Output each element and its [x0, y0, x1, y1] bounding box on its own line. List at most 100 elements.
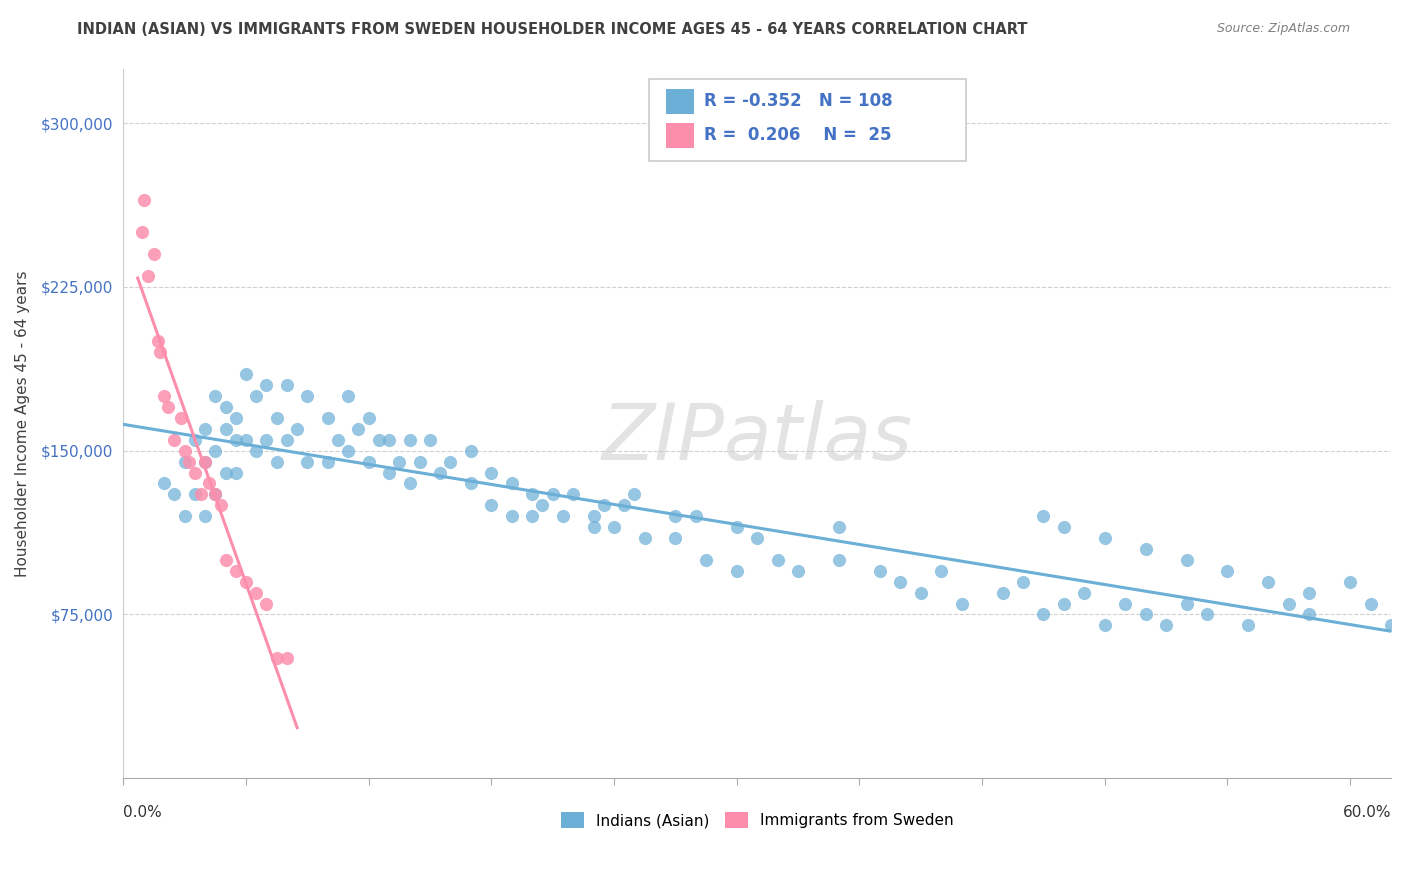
Point	[225, 564, 247, 578]
Point	[225, 466, 247, 480]
Point	[163, 487, 186, 501]
Point	[276, 378, 298, 392]
Y-axis label: Householder Income Ages 45 - 64 years: Householder Income Ages 45 - 64 years	[15, 270, 30, 576]
Point	[297, 389, 319, 403]
Point	[214, 400, 236, 414]
Point	[551, 509, 574, 524]
Point	[266, 454, 288, 468]
Point	[132, 193, 155, 207]
Point	[194, 454, 217, 468]
Point	[613, 498, 636, 512]
Text: 60.0%: 60.0%	[1343, 805, 1391, 821]
FancyBboxPatch shape	[650, 79, 966, 161]
Point	[695, 553, 717, 567]
Point	[204, 487, 226, 501]
Point	[1012, 574, 1035, 589]
Point	[828, 520, 851, 534]
Point	[582, 509, 605, 524]
Point	[501, 509, 523, 524]
Point	[1094, 531, 1116, 545]
Point	[747, 531, 769, 545]
Point	[337, 389, 360, 403]
Point	[460, 443, 482, 458]
Point	[378, 433, 401, 447]
Point	[235, 574, 257, 589]
Point	[1053, 520, 1076, 534]
Point	[163, 433, 186, 447]
Point	[143, 247, 166, 261]
Point	[541, 487, 564, 501]
Point	[869, 564, 891, 578]
Point	[1237, 618, 1260, 632]
Point	[198, 476, 221, 491]
Point	[235, 368, 257, 382]
Point	[1175, 553, 1198, 567]
Point	[1216, 564, 1239, 578]
Point	[146, 334, 169, 349]
Point	[184, 466, 207, 480]
Point	[460, 476, 482, 491]
Point	[256, 597, 278, 611]
Point	[725, 564, 748, 578]
Point	[950, 597, 973, 611]
Point	[173, 454, 195, 468]
Text: R =  0.206    N =  25: R = 0.206 N = 25	[704, 126, 891, 144]
Point	[276, 433, 298, 447]
Point	[725, 520, 748, 534]
Point	[1379, 618, 1402, 632]
Point	[429, 466, 451, 480]
Point	[285, 422, 308, 436]
Bar	[666, 89, 693, 114]
Point	[1053, 597, 1076, 611]
Point	[664, 509, 686, 524]
Point	[1032, 509, 1054, 524]
Point	[214, 553, 236, 567]
Point	[1298, 585, 1320, 599]
Point	[562, 487, 585, 501]
Point	[1339, 574, 1361, 589]
Point	[245, 389, 267, 403]
Point	[1298, 607, 1320, 622]
Point	[326, 433, 349, 447]
Point	[337, 443, 360, 458]
Point	[531, 498, 554, 512]
Point	[1135, 541, 1157, 556]
Point	[225, 411, 247, 425]
Point	[398, 433, 420, 447]
Point	[1278, 597, 1301, 611]
Point	[1094, 618, 1116, 632]
Point	[582, 520, 605, 534]
Point	[256, 378, 278, 392]
Point	[184, 487, 207, 501]
Point	[1135, 607, 1157, 622]
Point	[245, 585, 267, 599]
Point	[409, 454, 432, 468]
Point	[367, 433, 389, 447]
Point	[479, 498, 502, 512]
Point	[169, 411, 191, 425]
Point	[889, 574, 911, 589]
Point	[245, 443, 267, 458]
Point	[501, 476, 523, 491]
Point	[378, 466, 401, 480]
Point	[136, 268, 159, 283]
Point	[634, 531, 657, 545]
Point	[357, 411, 380, 425]
Point	[388, 454, 411, 468]
Point	[266, 651, 288, 665]
Point	[1257, 574, 1279, 589]
Point	[398, 476, 420, 491]
Point	[173, 443, 195, 458]
Text: R = -0.352   N = 108: R = -0.352 N = 108	[704, 92, 893, 110]
Point	[131, 225, 153, 239]
Point	[766, 553, 789, 567]
Point	[297, 454, 319, 468]
Point	[266, 411, 288, 425]
Point	[1175, 597, 1198, 611]
Point	[190, 487, 212, 501]
Point	[153, 476, 176, 491]
Point	[623, 487, 645, 501]
Point	[1154, 618, 1177, 632]
Point	[1073, 585, 1095, 599]
Point	[214, 466, 236, 480]
